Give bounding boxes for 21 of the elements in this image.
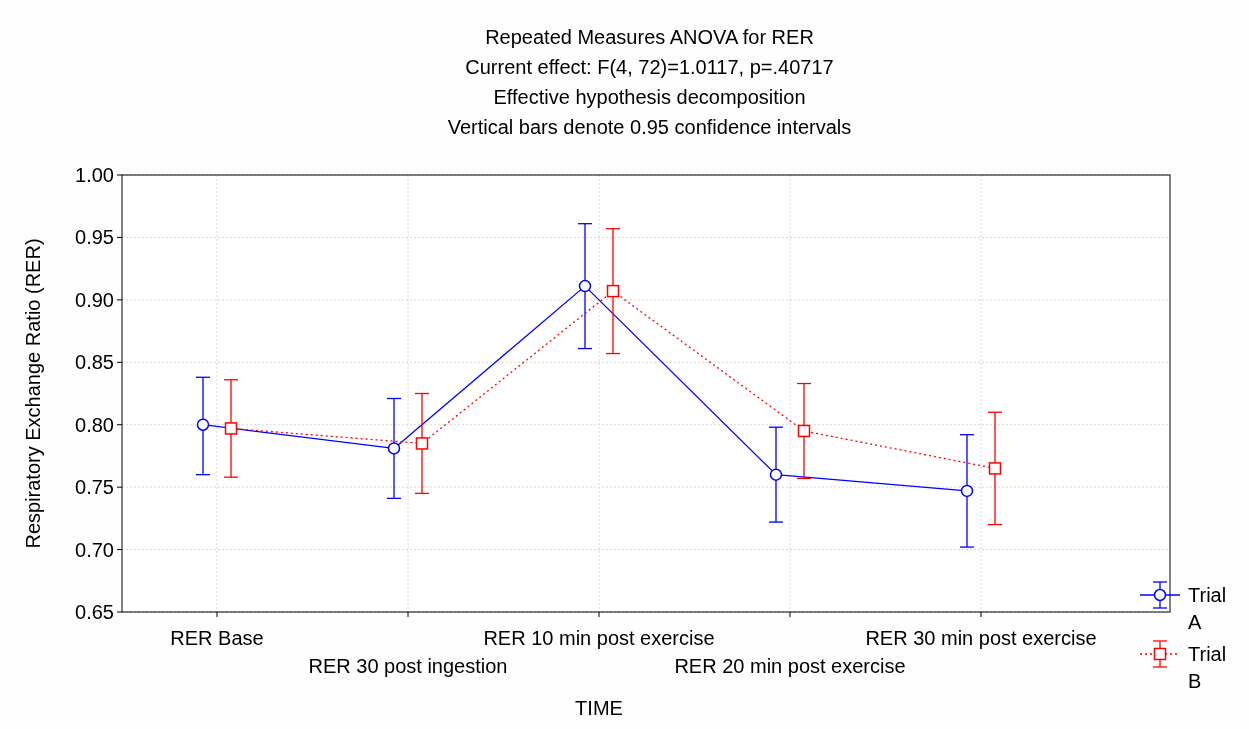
y-tick-label: 0.80 [75, 413, 114, 436]
x-tick-label: RER 30 post ingestion [308, 655, 508, 677]
text: Vertical bars denote 0.95 confidence intervals [447, 116, 852, 138]
chart-title: Repeated Measures ANOVA for RER [485, 26, 814, 48]
x-tick-label: RER 30 min post exercise [865, 627, 1097, 649]
legend-label: Trial A [1188, 584, 1227, 633]
y-tick-label: 0.70 [75, 538, 114, 561]
text: Effective hypothesis decomposition [493, 86, 806, 108]
y-tick-label: 0.90 [75, 288, 114, 311]
y-tick-label: 0.85 [75, 351, 114, 374]
y-tick-label: 1.00 [75, 164, 114, 186]
x-tick-label: RER 20 min post exercise [674, 655, 906, 677]
x-tick-label: RER 10 min post exercise [483, 627, 715, 649]
y-tick-label: 0.75 [75, 476, 114, 499]
x-axis-title: TIME [575, 697, 623, 719]
y-tick-label: 0.65 [75, 601, 114, 623]
y-axis-title: Respiratory Exchange Ratio (RER) [22, 238, 44, 549]
chart-subtitle: Current effect: F(4, 72)=1.0117, p=.40717 [465, 56, 834, 78]
x-tick-label: RER Base [170, 627, 264, 649]
legend-label: Trial B [1188, 643, 1227, 692]
y-tick-label: 0.95 [75, 226, 114, 249]
